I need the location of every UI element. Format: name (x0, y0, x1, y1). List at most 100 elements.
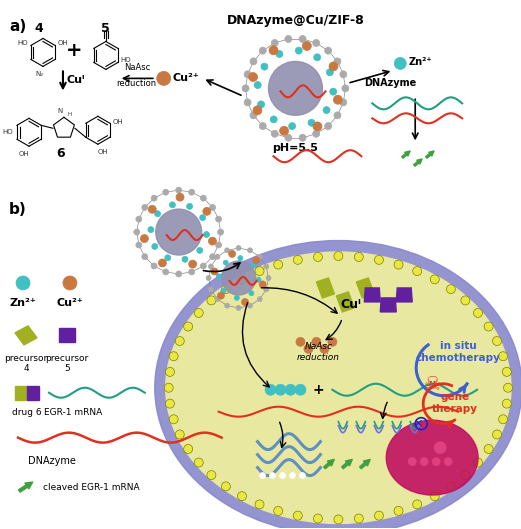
Circle shape (216, 273, 221, 279)
Circle shape (499, 352, 507, 361)
Circle shape (250, 112, 257, 119)
Circle shape (158, 259, 166, 267)
Circle shape (502, 399, 511, 408)
Text: Cuᴵ: Cuᴵ (67, 75, 85, 85)
Polygon shape (396, 288, 412, 302)
Circle shape (299, 35, 306, 42)
Text: 5: 5 (102, 23, 110, 35)
Circle shape (207, 296, 216, 305)
Text: +: + (313, 383, 324, 397)
Circle shape (166, 399, 175, 408)
Circle shape (446, 285, 455, 294)
Circle shape (261, 63, 268, 70)
Circle shape (503, 383, 513, 392)
Circle shape (259, 123, 266, 130)
Circle shape (189, 269, 195, 275)
FancyArrowPatch shape (342, 459, 352, 469)
Circle shape (394, 260, 403, 269)
Text: precursor
4: precursor 4 (4, 354, 47, 373)
Polygon shape (337, 292, 354, 312)
Circle shape (208, 237, 216, 245)
Circle shape (215, 297, 220, 302)
Ellipse shape (268, 61, 322, 115)
Circle shape (215, 254, 220, 259)
Circle shape (285, 35, 292, 42)
Circle shape (408, 458, 416, 466)
Circle shape (296, 338, 305, 346)
Text: cleaved EGR-1 mRNA: cleaved EGR-1 mRNA (43, 483, 140, 492)
Circle shape (492, 336, 502, 345)
Circle shape (209, 204, 216, 211)
Text: Zn²⁺: Zn²⁺ (408, 58, 432, 67)
Text: H: H (68, 112, 72, 117)
Circle shape (253, 106, 262, 115)
Circle shape (155, 211, 160, 217)
Circle shape (236, 305, 241, 311)
Circle shape (238, 275, 246, 284)
Circle shape (280, 126, 289, 135)
Circle shape (444, 458, 452, 466)
Circle shape (285, 134, 292, 141)
Text: +: + (66, 41, 82, 60)
Polygon shape (15, 326, 37, 345)
Circle shape (276, 50, 283, 58)
FancyArrowPatch shape (324, 459, 334, 469)
Circle shape (208, 264, 214, 269)
Text: N: N (57, 108, 63, 114)
Circle shape (249, 291, 254, 296)
Circle shape (394, 58, 406, 69)
Circle shape (394, 506, 403, 515)
Circle shape (251, 262, 256, 268)
Text: NaAsc: NaAsc (123, 63, 150, 72)
Text: Cu²⁺: Cu²⁺ (57, 298, 83, 308)
Circle shape (216, 242, 221, 248)
Polygon shape (27, 386, 39, 400)
Circle shape (434, 442, 446, 453)
Circle shape (430, 275, 439, 284)
Circle shape (151, 263, 157, 269)
Circle shape (201, 263, 206, 269)
Circle shape (334, 251, 343, 260)
Circle shape (295, 47, 302, 54)
Circle shape (325, 123, 332, 130)
Circle shape (225, 248, 230, 253)
Circle shape (325, 47, 332, 54)
Circle shape (229, 250, 235, 258)
Circle shape (157, 71, 171, 85)
Text: DNAzyme: DNAzyme (364, 78, 416, 88)
Circle shape (163, 269, 169, 275)
Circle shape (217, 292, 225, 299)
Text: HO: HO (17, 40, 28, 47)
FancyArrowPatch shape (414, 159, 422, 166)
Circle shape (275, 384, 286, 395)
Circle shape (375, 256, 383, 264)
Circle shape (340, 99, 347, 106)
Circle shape (182, 256, 188, 262)
Circle shape (265, 384, 276, 395)
Circle shape (253, 257, 259, 264)
Circle shape (194, 308, 203, 317)
Circle shape (342, 85, 349, 92)
Circle shape (302, 41, 312, 50)
Circle shape (304, 344, 313, 353)
Circle shape (274, 506, 283, 515)
Circle shape (484, 322, 493, 331)
Text: HO: HO (121, 58, 131, 63)
Circle shape (293, 256, 302, 264)
Circle shape (299, 134, 306, 141)
Circle shape (308, 119, 315, 126)
Circle shape (474, 308, 482, 317)
Polygon shape (356, 278, 374, 298)
Text: DNAzyme: DNAzyme (28, 455, 76, 466)
Polygon shape (380, 298, 396, 312)
Circle shape (271, 130, 278, 137)
Circle shape (314, 252, 322, 261)
Circle shape (323, 107, 330, 114)
Circle shape (189, 189, 195, 195)
Circle shape (244, 71, 251, 78)
Text: DNAzyme@Cu/ZIF-8: DNAzyme@Cu/ZIF-8 (227, 14, 364, 26)
Circle shape (295, 384, 306, 395)
Circle shape (314, 54, 321, 61)
Circle shape (334, 58, 341, 65)
Circle shape (329, 62, 338, 71)
